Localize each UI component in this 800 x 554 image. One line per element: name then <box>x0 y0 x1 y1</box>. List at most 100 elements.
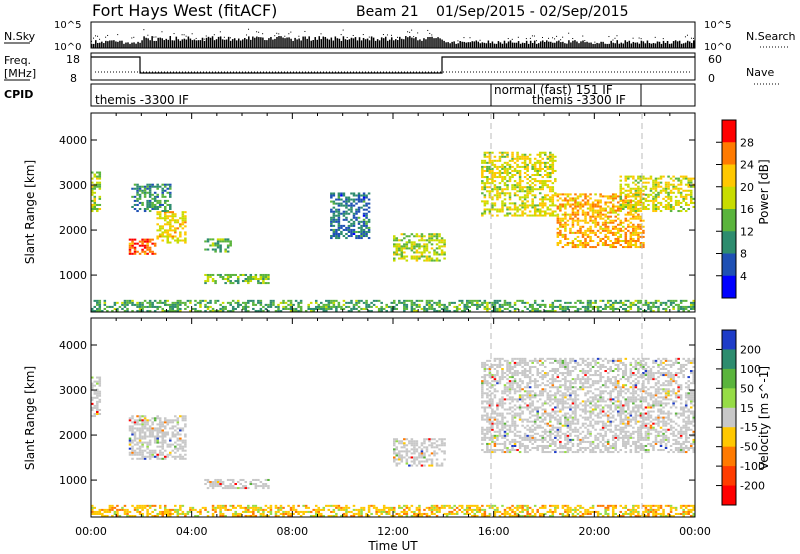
velocity-cell <box>393 460 396 463</box>
power-cell <box>523 204 527 207</box>
power-cell <box>632 199 635 202</box>
power-cell <box>486 186 489 189</box>
velocity-cell <box>91 382 94 385</box>
power-cell <box>627 195 630 198</box>
velocity-cell <box>415 458 419 461</box>
velocity-cell <box>176 437 180 440</box>
power-cell <box>584 231 587 234</box>
power-cell <box>141 201 144 204</box>
power-cell <box>116 301 119 304</box>
power-cell <box>687 183 690 186</box>
velocity-cell <box>93 396 97 399</box>
velocity-cell <box>498 365 502 368</box>
power-cell <box>486 301 489 304</box>
power-cell <box>468 305 472 308</box>
power-cell <box>337 301 341 304</box>
power-cell <box>596 213 600 216</box>
nsky-bar <box>491 41 494 48</box>
power-cell <box>634 179 638 182</box>
velocity-cell <box>511 438 514 441</box>
power-cell <box>393 245 396 248</box>
nsky-bar <box>552 42 554 48</box>
power-cell <box>161 193 164 196</box>
power-cell <box>282 301 285 304</box>
power-cell <box>156 207 159 211</box>
velocity-cell <box>518 416 522 419</box>
nsky-bar <box>493 43 496 48</box>
velocity-cell <box>549 444 552 447</box>
power-cell <box>559 203 562 206</box>
nsearch-dot <box>556 35 558 37</box>
power-cell <box>430 239 434 242</box>
velocity-cell <box>538 438 542 441</box>
power-cell <box>179 309 182 312</box>
power-cell <box>654 205 658 208</box>
power-cell <box>634 225 638 228</box>
power-cell <box>400 251 404 254</box>
nsky-bar <box>497 41 500 48</box>
velocity-cell <box>538 376 542 379</box>
power-cell <box>365 299 368 302</box>
velocity-cell <box>184 425 187 428</box>
velocity-cell <box>498 420 502 423</box>
power-cell <box>231 273 235 276</box>
power-cell <box>458 307 461 310</box>
power-cell <box>418 305 421 308</box>
power-cell <box>689 179 693 182</box>
power-cell <box>259 307 263 310</box>
velocity-cell <box>576 388 580 391</box>
power-cell <box>684 210 688 213</box>
nsky-bar <box>644 43 647 48</box>
power-cell <box>342 235 346 238</box>
power-cell <box>163 235 167 238</box>
power-cell <box>516 210 519 213</box>
velocity-cell <box>538 384 542 387</box>
velocity-cell <box>184 417 187 420</box>
power-cell <box>415 303 419 306</box>
velocity-cell <box>163 417 167 420</box>
power-cell <box>652 309 655 312</box>
velocity-cell <box>518 363 522 366</box>
power-cell <box>350 202 353 205</box>
velocity-cell <box>488 367 492 371</box>
velocity-cell <box>440 450 444 453</box>
nsearch-dot <box>469 37 471 39</box>
power-cell <box>128 250 132 253</box>
velocity-cell <box>521 380 524 383</box>
power-cell <box>566 213 570 216</box>
power-cell <box>360 226 363 229</box>
power-cell <box>669 203 673 206</box>
velocity-cell <box>554 416 557 419</box>
power-cell <box>169 191 172 194</box>
power-cell <box>332 202 336 205</box>
power-cell <box>574 215 577 218</box>
power-cell <box>277 303 280 306</box>
power-cell <box>146 301 149 304</box>
velocity-cell <box>231 487 235 490</box>
velocity-cell <box>576 434 580 437</box>
power-cell <box>579 205 582 208</box>
power-cell <box>148 309 152 312</box>
power-cell <box>546 184 550 187</box>
velocity-cell <box>146 435 149 438</box>
velocity-cell <box>508 392 512 395</box>
power-cell <box>352 222 356 225</box>
velocity-cell <box>546 444 550 447</box>
velocity-cell <box>513 378 517 381</box>
power-cell <box>616 229 620 232</box>
velocity-cell <box>541 370 544 373</box>
power-cell <box>596 203 600 206</box>
power-cell <box>622 203 625 206</box>
power-cell <box>569 241 572 245</box>
power-cell <box>639 195 643 198</box>
power-cell <box>544 180 547 183</box>
power-cell <box>491 214 494 217</box>
power-cell <box>526 307 529 310</box>
velocity-cell <box>214 483 217 486</box>
power-cell <box>591 229 595 232</box>
nsky-bar <box>304 36 306 48</box>
power-cell <box>481 212 484 215</box>
velocity-cell <box>98 390 102 393</box>
velocity-cell <box>146 455 149 458</box>
nsearch-tick-bottom: 10^0 <box>704 42 731 53</box>
